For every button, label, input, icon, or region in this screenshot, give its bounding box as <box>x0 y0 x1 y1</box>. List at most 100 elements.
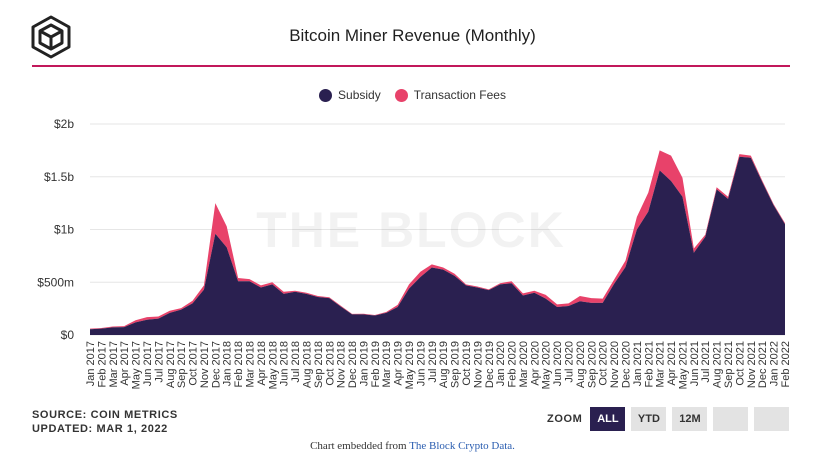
data-point-53[interactable] <box>691 246 696 251</box>
zoom-range-start-button[interactable] <box>713 407 749 431</box>
data-point-42[interactable] <box>566 301 571 306</box>
title-divider <box>32 65 790 67</box>
data-point-5[interactable] <box>144 315 149 320</box>
x-tick-label: Nov 2018 <box>336 341 348 388</box>
data-point-15[interactable] <box>258 283 263 288</box>
data-point-47[interactable] <box>623 258 628 263</box>
data-point-57[interactable] <box>737 152 742 157</box>
data-point-41[interactable] <box>555 302 560 307</box>
data-point-13[interactable] <box>236 276 241 281</box>
data-point-43[interactable] <box>577 293 582 298</box>
data-point-28[interactable] <box>407 282 412 287</box>
zoom-all-button[interactable]: ALL <box>590 407 626 431</box>
updated-label: UPDATED: MAR 1, 2022 <box>32 423 168 435</box>
data-point-19[interactable] <box>304 290 309 295</box>
data-point-7[interactable] <box>167 308 172 313</box>
data-point-34[interactable] <box>475 284 480 289</box>
data-point-27[interactable] <box>395 302 400 307</box>
x-tick-label: Jan 2022 <box>769 341 781 386</box>
x-tick-label: Mar 2017 <box>108 341 120 387</box>
data-point-18[interactable] <box>293 288 298 293</box>
zoom-ytd-button[interactable]: YTD <box>631 407 667 431</box>
x-tick-label: Feb 2022 <box>780 341 792 387</box>
x-tick-label: Sep 2017 <box>176 341 188 388</box>
x-tick-label: Sep 2020 <box>586 341 598 388</box>
data-point-39[interactable] <box>532 288 537 293</box>
y-axis-labels: $0 $500m $1b $1.5b $2b <box>37 117 74 342</box>
data-point-3[interactable] <box>122 324 127 329</box>
data-point-44[interactable] <box>589 296 594 301</box>
data-point-54[interactable] <box>703 232 708 237</box>
data-point-61[interactable] <box>783 221 788 226</box>
data-point-30[interactable] <box>429 262 434 267</box>
data-point-38[interactable] <box>520 291 525 296</box>
data-point-10[interactable] <box>201 283 206 288</box>
data-point-31[interactable] <box>441 265 446 270</box>
x-tick-label: Jul 2018 <box>290 341 302 383</box>
legend-item-transaction-fees[interactable]: Transaction Fees <box>394 88 506 102</box>
data-point-6[interactable] <box>156 314 161 319</box>
series-area-transaction-fees[interactable] <box>90 150 785 330</box>
x-tick-label: Jun 2017 <box>142 341 154 386</box>
x-tick-label: Oct 2019 <box>461 341 473 386</box>
data-point-26[interactable] <box>384 310 389 315</box>
data-point-33[interactable] <box>463 282 468 287</box>
x-tick-label: Mar 2021 <box>655 341 667 387</box>
source-label: SOURCE: COIN METRICS <box>32 409 178 421</box>
x-tick-label: Jun 2021 <box>689 341 701 386</box>
data-point-50[interactable] <box>657 148 662 153</box>
data-point-11[interactable] <box>213 201 218 206</box>
x-tick-label: Apr 2019 <box>393 341 405 386</box>
data-point-52[interactable] <box>680 175 685 180</box>
data-point-29[interactable] <box>418 269 423 274</box>
data-point-12[interactable] <box>224 224 229 229</box>
data-point-46[interactable] <box>612 277 617 282</box>
data-point-55[interactable] <box>714 185 719 190</box>
data-point-2[interactable] <box>110 324 115 329</box>
data-point-21[interactable] <box>327 295 332 300</box>
x-tick-label: Jan 2019 <box>358 341 370 386</box>
data-point-17[interactable] <box>281 289 286 294</box>
x-tick-label: Feb 2021 <box>643 341 655 387</box>
legend-item-subsidy[interactable]: Subsidy <box>319 88 381 102</box>
data-point-56[interactable] <box>726 194 731 199</box>
data-point-8[interactable] <box>179 306 184 311</box>
data-point-0[interactable] <box>88 326 93 331</box>
data-point-23[interactable] <box>350 311 355 316</box>
data-point-14[interactable] <box>247 277 252 282</box>
data-point-59[interactable] <box>760 178 765 183</box>
x-tick-label: Apr 2017 <box>119 341 131 386</box>
data-point-51[interactable] <box>669 153 674 158</box>
data-point-36[interactable] <box>498 281 503 286</box>
x-tick-label: Jul 2021 <box>700 341 712 383</box>
data-point-9[interactable] <box>190 298 195 303</box>
x-tick-label: Sep 2019 <box>450 341 462 388</box>
data-point-32[interactable] <box>452 271 457 276</box>
data-point-58[interactable] <box>748 153 753 158</box>
data-point-20[interactable] <box>315 293 320 298</box>
data-point-4[interactable] <box>133 318 138 323</box>
x-tick-label: Sep 2021 <box>723 341 735 388</box>
x-tick-label: Nov 2021 <box>746 341 758 388</box>
data-point-35[interactable] <box>486 287 491 292</box>
y-tick-label: $1.5b <box>44 170 74 184</box>
data-point-22[interactable] <box>338 303 343 308</box>
x-tick-label: Feb 2020 <box>507 341 519 387</box>
data-point-25[interactable] <box>372 312 377 317</box>
zoom-12m-button[interactable]: 12M <box>672 407 708 431</box>
zoom-range-end-button[interactable] <box>754 407 790 431</box>
the-block-crypto-data-link[interactable]: The Block Crypto Data. <box>409 440 515 452</box>
data-point-37[interactable] <box>509 279 514 284</box>
embed-credit: Chart embedded from The Block Crypto Dat… <box>0 440 825 452</box>
data-point-45[interactable] <box>600 296 605 301</box>
data-point-24[interactable] <box>361 311 366 316</box>
x-tick-label: Jan 2018 <box>222 341 234 386</box>
data-point-60[interactable] <box>771 202 776 207</box>
data-point-49[interactable] <box>646 190 651 195</box>
x-tick-label: Apr 2020 <box>529 341 541 386</box>
data-point-48[interactable] <box>634 214 639 219</box>
data-point-16[interactable] <box>270 280 275 285</box>
series-area-subsidy[interactable] <box>90 156 785 335</box>
data-point-1[interactable] <box>99 326 104 331</box>
data-point-40[interactable] <box>543 292 548 297</box>
